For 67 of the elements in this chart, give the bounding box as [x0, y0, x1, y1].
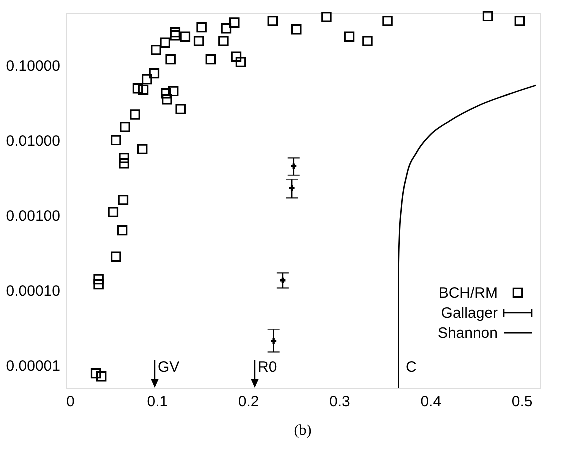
point: [90, 368, 102, 379]
point: [160, 38, 170, 48]
point: [111, 252, 122, 262]
line-series: [398, 84, 538, 389]
point: [291, 164, 297, 170]
point: [362, 36, 373, 46]
point: [161, 88, 172, 99]
y-tick-label: 0.01000: [6, 132, 60, 150]
y-tick-label: 0.00100: [6, 208, 60, 225]
point: [514, 16, 526, 26]
point: [96, 371, 107, 382]
point: [180, 32, 191, 42]
point: [119, 158, 130, 169]
point: [382, 16, 393, 26]
point: [94, 279, 104, 290]
x-tick-label: 0.1: [147, 394, 168, 410]
point: [151, 44, 162, 56]
point: [218, 36, 229, 46]
point: [149, 68, 160, 79]
point: [196, 22, 207, 33]
point: [132, 84, 144, 94]
point: [170, 30, 181, 41]
point: [289, 186, 295, 192]
point: [166, 54, 176, 65]
point: [176, 104, 186, 114]
point: [138, 84, 149, 96]
y-tick-label: 0.00010: [6, 282, 60, 300]
point: [344, 32, 355, 42]
x-tick-label: 0: [66, 394, 75, 410]
point: [271, 338, 277, 344]
x-tick-label: 0.2: [238, 394, 260, 410]
point: [231, 52, 242, 62]
annotation: GV: [158, 359, 180, 376]
point: [94, 274, 104, 285]
point: [119, 153, 130, 164]
point: [482, 11, 494, 22]
x-tick-label: 0.3: [330, 394, 350, 410]
point: [117, 225, 128, 236]
point: [170, 27, 181, 38]
x-tick-label: 0.4: [420, 394, 442, 410]
point: [268, 16, 278, 26]
legend-label: Shannon: [438, 325, 498, 342]
text: (b): [294, 423, 312, 439]
point: [206, 54, 216, 65]
point: [130, 110, 140, 120]
point: [291, 24, 302, 35]
legend-label: BCH/RM: [438, 285, 498, 302]
y-tick-label: 0.00001: [6, 358, 60, 375]
annotation: R0: [258, 359, 278, 376]
point: [108, 207, 119, 218]
point: [111, 135, 122, 146]
y-tick-label: 0.10000: [6, 58, 60, 75]
point: [142, 74, 152, 85]
legend-label: Gallager: [441, 305, 498, 322]
point: [118, 194, 129, 206]
point: [230, 18, 240, 28]
point: [120, 122, 130, 132]
point: [137, 144, 148, 154]
x-tick-label: 0.5: [512, 394, 533, 410]
point: [168, 86, 179, 97]
point: [322, 12, 332, 22]
point: [221, 23, 232, 34]
point: [162, 94, 172, 105]
point: [236, 57, 246, 68]
point: [194, 36, 204, 46]
point: [280, 278, 286, 284]
annotation: C: [406, 359, 417, 376]
